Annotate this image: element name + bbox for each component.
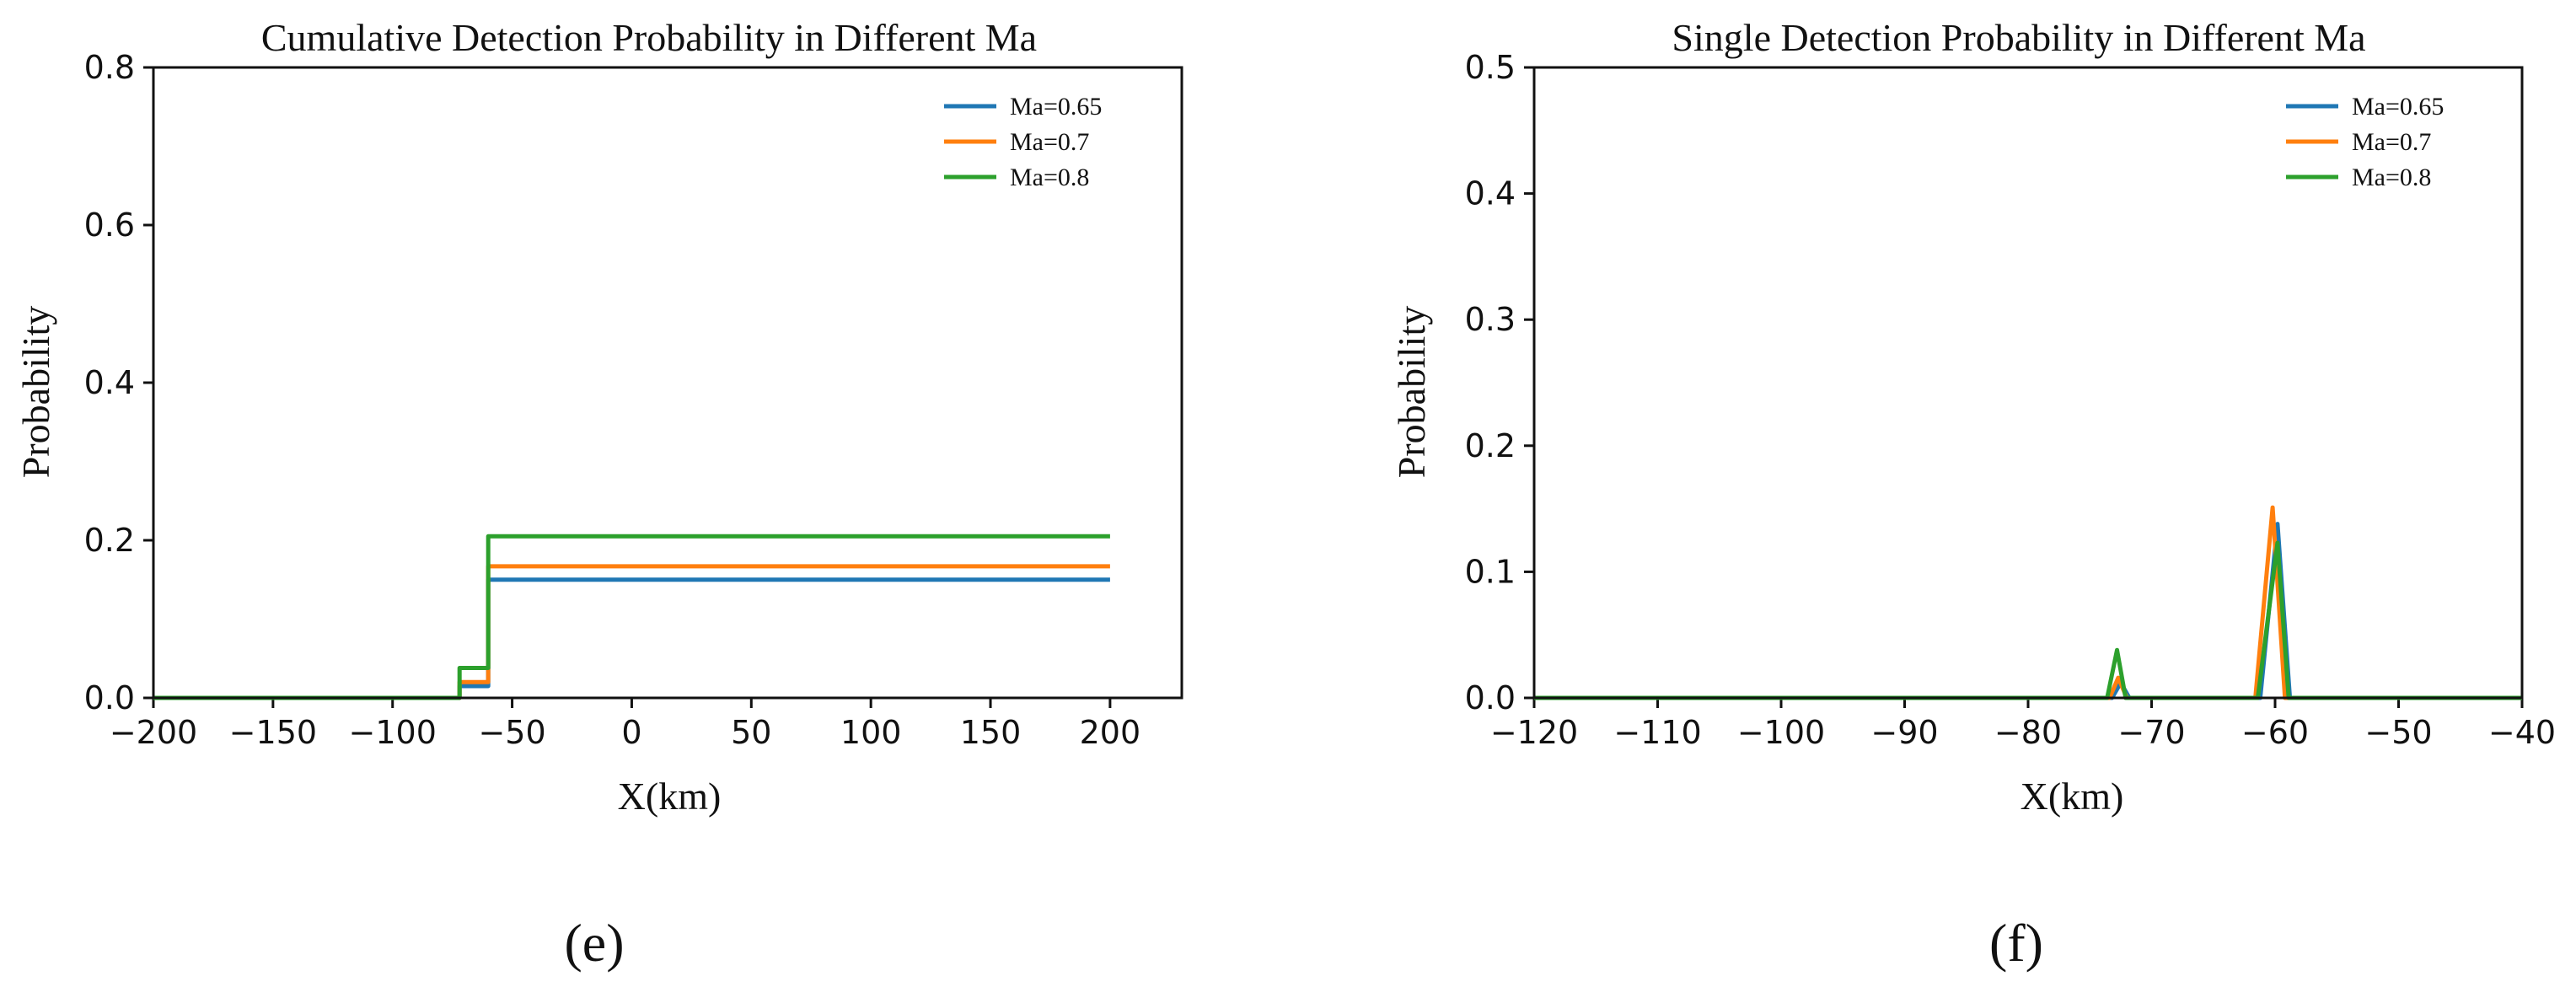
legend-label: Ma=0.65 (2352, 93, 2444, 121)
y-tick-label: 0.4 (84, 364, 135, 401)
y-axis-label: Probability (14, 306, 57, 478)
series-line-2 (153, 534, 1110, 700)
x-tick-label: −90 (1870, 714, 1938, 751)
panel-f: Single Detection Probability in Differen… (1390, 16, 2556, 973)
y-tick-label: 0.2 (1465, 427, 1516, 464)
legend-label: Ma=0.65 (1010, 93, 1102, 121)
x-tick-label: 100 (840, 714, 902, 751)
x-tick-label: −110 (1613, 714, 1701, 751)
plot-frame (1532, 66, 2524, 700)
y-tick-label: 0.5 (1465, 49, 1516, 86)
series-line-0 (153, 577, 1110, 700)
y-tick-label: 0.2 (84, 522, 135, 559)
x-tick-label: −50 (2364, 714, 2432, 751)
x-tick-label: −100 (1737, 714, 1825, 751)
x-axis-label: X(km) (618, 775, 722, 818)
legend-label: Ma=0.7 (1010, 128, 1089, 156)
axis-ticks: −120 −110 −100 −90 −80 −70 −60 −50 −40 0.0 0.1 0.2 0… (1465, 49, 2557, 751)
legend-label: Ma=0.8 (1010, 164, 1089, 191)
y-tick-label: 0.3 (1465, 301, 1516, 338)
x-tick-label: −120 (1490, 714, 1578, 751)
x-tick-label: 150 (960, 714, 1022, 751)
x-tick-label: −50 (478, 714, 545, 751)
legend-label: Ma=0.8 (2352, 164, 2431, 191)
legend: Ma=0.65 Ma=0.7 Ma=0.8 (944, 93, 1102, 191)
chart-title: Single Detection Probability in Differen… (1672, 16, 2365, 59)
y-tick-label: 0.6 (84, 207, 135, 244)
legend-label: Ma=0.7 (2352, 128, 2431, 156)
x-tick-label: −60 (2241, 714, 2309, 751)
x-tick-label: 0 (621, 714, 641, 751)
legend: Ma=0.65 Ma=0.7 Ma=0.8 (2286, 93, 2444, 191)
x-tick-label: −40 (2488, 714, 2556, 751)
plot-frame (152, 66, 1183, 700)
x-tick-label: −150 (229, 714, 317, 751)
x-axis-label: X(km) (2021, 775, 2124, 818)
x-tick-label: −100 (349, 714, 437, 751)
y-tick-label: 0.0 (1465, 679, 1516, 716)
y-tick-label: 0.4 (1465, 175, 1516, 212)
series-line-1 (153, 564, 1110, 700)
x-tick-label: −200 (110, 714, 197, 751)
x-tick-label: −80 (1994, 714, 2062, 751)
series-line-0 (1534, 522, 2522, 700)
y-axis-label: Probability (1390, 306, 1433, 478)
axis-ticks: −200 −150 −100 −50 0 50 100 150 200 0.0 0.2 0.4 0.6 0… (84, 49, 1141, 751)
x-tick-label: 200 (1080, 714, 1141, 751)
y-tick-label: 0.0 (84, 679, 135, 716)
x-tick-label: 50 (731, 714, 771, 751)
y-tick-label: 0.1 (1465, 553, 1516, 590)
x-tick-label: −70 (2117, 714, 2185, 751)
series-line-1 (1534, 505, 2522, 700)
y-tick-label: 0.8 (84, 49, 135, 86)
chart-title: Cumulative Detection Probability in Diff… (261, 16, 1037, 59)
series-line-2 (1534, 540, 2522, 700)
panel-caption: (e) (564, 913, 624, 973)
panel-e: Cumulative Detection Probability in Diff… (14, 16, 1183, 973)
series-lines (153, 534, 1110, 700)
series-lines (1534, 505, 2522, 700)
panel-caption: (f) (1989, 913, 2043, 973)
